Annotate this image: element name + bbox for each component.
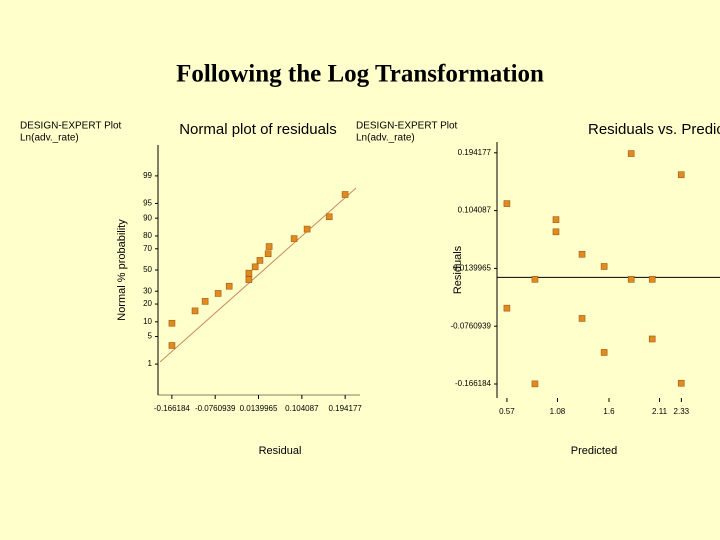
x-tick-label: 1.08 <box>550 407 566 416</box>
point <box>503 304 511 312</box>
y-tick-label: 0.104087 <box>458 206 492 215</box>
point <box>552 228 560 236</box>
point <box>245 269 253 277</box>
point <box>627 276 635 283</box>
point <box>168 342 176 349</box>
point <box>600 263 608 270</box>
chart-title: Residuals vs. Predicted <box>588 121 720 138</box>
chart-title: Normal plot of residuals <box>179 121 337 138</box>
point <box>303 225 311 233</box>
x-tick-label: 2.11 <box>652 407 668 416</box>
x-axis-label: Residual <box>259 445 302 457</box>
point <box>531 380 539 388</box>
point <box>245 276 253 283</box>
y-axis-label: Normal % probability <box>116 219 128 321</box>
point <box>168 319 176 327</box>
x-tick-label: 0.194177 <box>328 404 362 413</box>
y-tick-label: 1 <box>148 359 153 368</box>
point <box>290 235 298 242</box>
point <box>578 250 586 258</box>
plot-note: DESIGN-EXPERT Plot <box>356 121 458 132</box>
point <box>265 243 273 250</box>
y-axis-label: Residuals <box>452 245 464 294</box>
point <box>648 335 656 343</box>
y-tick-label: 99 <box>143 171 152 180</box>
point <box>225 282 233 290</box>
y-tick-label: 70 <box>143 244 152 253</box>
point <box>264 250 272 258</box>
x-tick-label: 0.104087 <box>285 404 319 413</box>
y-tick-label: 20 <box>143 299 152 308</box>
point <box>531 276 539 283</box>
x-tick-label: -0.166184 <box>154 404 191 413</box>
y-tick-label: 0.194177 <box>458 148 492 157</box>
slide-title: Following the Log Transformation <box>176 61 544 88</box>
x-axis-label: Predicted <box>571 445 617 457</box>
y-tick-label: 80 <box>143 231 152 240</box>
point <box>251 263 259 271</box>
point <box>677 379 685 387</box>
x-tick-label: -0.0760939 <box>195 404 236 413</box>
x-tick-label: 0.0139965 <box>240 404 278 413</box>
y-tick-label: -0.0760939 <box>451 321 492 330</box>
plot-note: DESIGN-EXPERT Plot <box>20 121 122 132</box>
plot-note: Ln(adv._rate) <box>356 133 415 144</box>
y-tick-label: 90 <box>143 213 152 222</box>
y-tick-label: -0.166184 <box>455 379 492 388</box>
x-tick-label: 0.57 <box>499 407 515 416</box>
point <box>578 315 586 322</box>
point <box>677 171 685 179</box>
x-tick-label: 2.33 <box>674 407 690 416</box>
point <box>191 307 199 315</box>
y-tick-label: 30 <box>143 286 152 295</box>
x-tick-label: 1.6 <box>603 407 615 416</box>
point <box>214 290 222 297</box>
reference-line <box>159 187 357 363</box>
y-tick-label: 50 <box>143 265 152 274</box>
y-tick-label: 0.0139965 <box>453 264 491 273</box>
y-tick-label: 10 <box>143 317 152 326</box>
point <box>256 257 264 264</box>
y-tick-label: 5 <box>148 332 153 341</box>
point <box>325 213 333 221</box>
point <box>201 298 209 305</box>
point <box>503 200 511 207</box>
point <box>552 216 560 223</box>
point <box>648 276 656 283</box>
y-tick-label: 95 <box>143 199 152 208</box>
point <box>341 191 349 198</box>
plot-note: Ln(adv._rate) <box>20 133 79 144</box>
point <box>600 349 608 356</box>
point <box>627 150 635 157</box>
